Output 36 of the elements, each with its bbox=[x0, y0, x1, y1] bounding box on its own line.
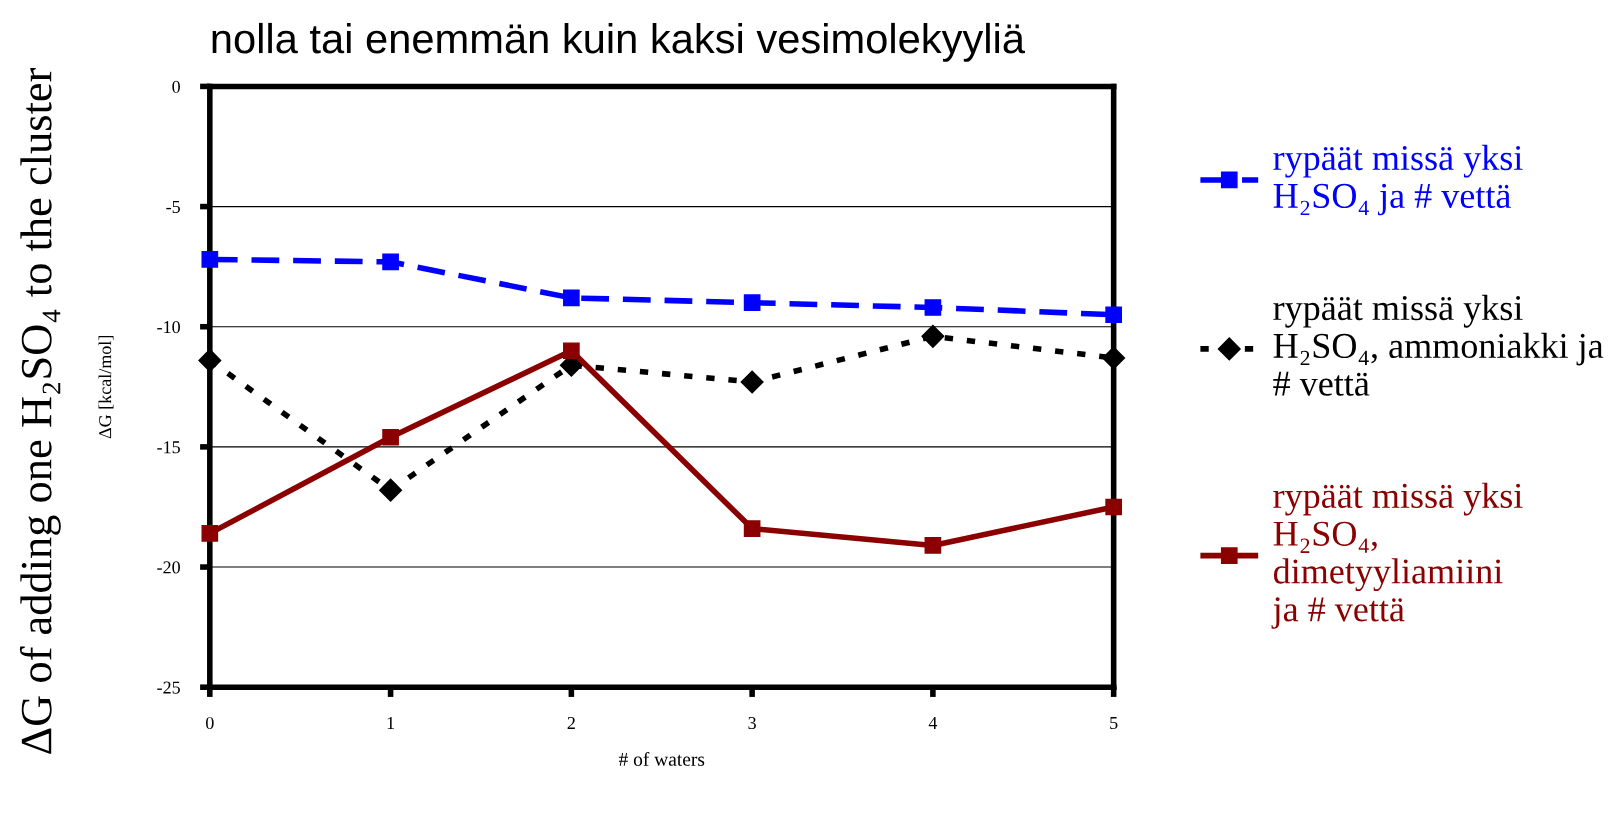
point bbox=[1105, 498, 1122, 516]
point bbox=[743, 294, 761, 312]
point bbox=[201, 251, 219, 268]
point bbox=[201, 525, 219, 542]
point bbox=[743, 520, 761, 537]
point bbox=[563, 342, 580, 360]
point bbox=[198, 348, 222, 372]
legend-label: rypäät missä yksi H₂SO₄ ja # vettä bbox=[1273, 144, 1523, 216]
point bbox=[740, 370, 764, 394]
point bbox=[379, 478, 403, 502]
x-tick-label: 0 bbox=[205, 716, 214, 730]
point bbox=[382, 428, 399, 446]
point bbox=[924, 537, 942, 554]
legend-label: rypäät missä yksi H₂SO₄, dimetyyliamiini ja # vettä bbox=[1271, 482, 1523, 629]
y-tick-label: -5 bbox=[166, 201, 180, 214]
chart-title: nolla tai enemmän kuin kaksi vesimolekyyliä bbox=[212, 22, 1025, 62]
y-tick-label: -25 bbox=[157, 681, 180, 694]
y-tick-label: 0 bbox=[172, 80, 180, 93]
point bbox=[563, 289, 580, 307]
x-tick-label: 1 bbox=[387, 716, 395, 729]
x-tick-label: 4 bbox=[928, 717, 938, 729]
x-tick-label: 3 bbox=[748, 716, 756, 730]
x-axis-title: # of waters bbox=[618, 751, 705, 766]
point bbox=[924, 299, 942, 316]
x-tick-label: 5 bbox=[1110, 717, 1118, 730]
point bbox=[1105, 306, 1122, 324]
point bbox=[382, 253, 399, 271]
y-axis-title: ΔG [kcal/mol] bbox=[98, 335, 114, 439]
y-tick-label: -15 bbox=[157, 441, 180, 454]
x-tick-label: 2 bbox=[567, 716, 575, 729]
y-tick-label: -10 bbox=[157, 320, 180, 334]
point bbox=[921, 324, 945, 348]
legend-label: rypäät missä yksi H₂SO₄, ammoniakki ja # vettä bbox=[1273, 294, 1604, 396]
text: ΔG of adding one H₂SO₄ to the cluster bbox=[19, 67, 61, 754]
y-tick-label: -20 bbox=[157, 561, 180, 574]
point bbox=[1102, 346, 1126, 370]
